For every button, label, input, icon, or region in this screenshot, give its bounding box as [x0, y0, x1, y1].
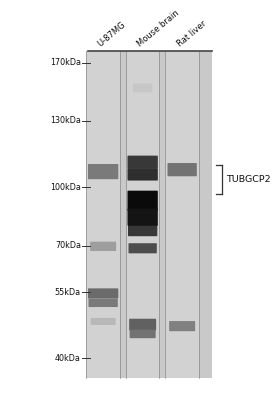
FancyBboxPatch shape	[130, 330, 156, 338]
FancyBboxPatch shape	[88, 288, 118, 298]
Text: Rat liver: Rat liver	[175, 20, 208, 49]
FancyBboxPatch shape	[128, 224, 157, 236]
Bar	[88, 51, 212, 378]
FancyBboxPatch shape	[133, 84, 152, 92]
Text: 170kDa: 170kDa	[50, 58, 81, 67]
FancyBboxPatch shape	[127, 191, 158, 211]
FancyBboxPatch shape	[127, 208, 158, 226]
Bar	[87, 51, 120, 378]
Text: 130kDa: 130kDa	[50, 116, 81, 126]
FancyBboxPatch shape	[88, 164, 118, 179]
FancyBboxPatch shape	[169, 321, 195, 331]
FancyBboxPatch shape	[129, 319, 156, 330]
Text: 70kDa: 70kDa	[55, 241, 81, 250]
FancyBboxPatch shape	[127, 156, 158, 168]
Bar	[165, 51, 199, 378]
Text: Mouse brain: Mouse brain	[136, 9, 181, 49]
FancyBboxPatch shape	[90, 242, 116, 251]
Text: 40kDa: 40kDa	[55, 354, 81, 363]
Text: 100kDa: 100kDa	[50, 183, 81, 192]
Text: 55kDa: 55kDa	[55, 288, 81, 297]
FancyBboxPatch shape	[129, 243, 157, 253]
Text: TUBGCP2: TUBGCP2	[226, 175, 270, 184]
FancyBboxPatch shape	[167, 163, 197, 176]
Bar	[126, 51, 159, 378]
FancyBboxPatch shape	[91, 318, 116, 325]
FancyBboxPatch shape	[89, 298, 118, 307]
Text: U-87MG: U-87MG	[96, 20, 128, 49]
FancyBboxPatch shape	[127, 168, 158, 180]
